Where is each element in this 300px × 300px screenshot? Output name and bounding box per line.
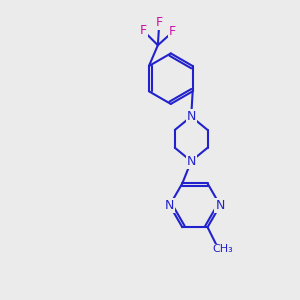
Text: F: F bbox=[140, 24, 146, 37]
Text: N: N bbox=[187, 154, 196, 168]
Text: N: N bbox=[165, 199, 174, 212]
Text: F: F bbox=[169, 26, 176, 38]
Text: F: F bbox=[156, 16, 163, 28]
Text: N: N bbox=[215, 199, 225, 212]
Text: CH₃: CH₃ bbox=[212, 244, 233, 254]
Text: N: N bbox=[187, 110, 196, 123]
